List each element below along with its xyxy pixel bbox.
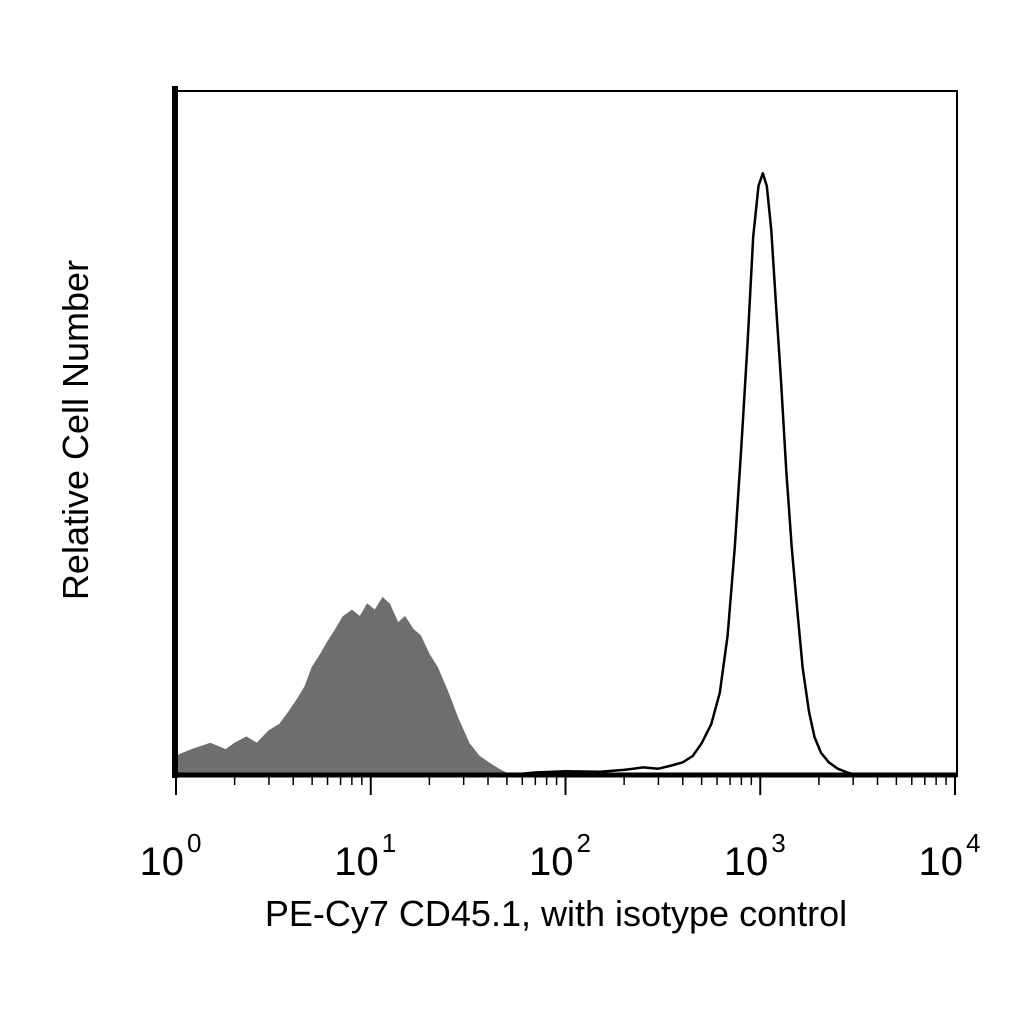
x-tick-label-base: 10 [140,840,185,884]
x-tick-label-exponent: 3 [771,828,785,858]
x-tick-label: 10 4 [919,828,981,884]
x-axis-label: PE-Cy7 CD45.1, with isotype control [265,893,847,934]
x-tick-label: 10 3 [724,828,786,884]
x-tick-label-base: 10 [334,840,379,884]
x-axis-ticks [175,775,956,795]
x-tick-label-exponent: 4 [966,828,980,858]
cd45-1-histogram-line [506,172,955,777]
x-tick-label-exponent: 0 [187,828,201,858]
x-axis-tick-labels: 10 0 10 1 10 2 10 3 10 4 [140,828,981,884]
x-tick-label: 10 1 [334,828,396,884]
x-tick-label: 10 0 [140,828,202,884]
x-tick-label-base: 10 [724,840,769,884]
x-tick-label-exponent: 1 [382,828,396,858]
series-layer [175,172,955,777]
x-tick-label-base: 10 [529,840,574,884]
x-tick-label-base: 10 [919,840,964,884]
y-axis-label: Relative Cell Number [55,260,96,600]
x-tick-label-exponent: 2 [577,828,591,858]
isotype-control-histogram [175,596,511,776]
x-tick-label: 10 2 [529,828,591,884]
